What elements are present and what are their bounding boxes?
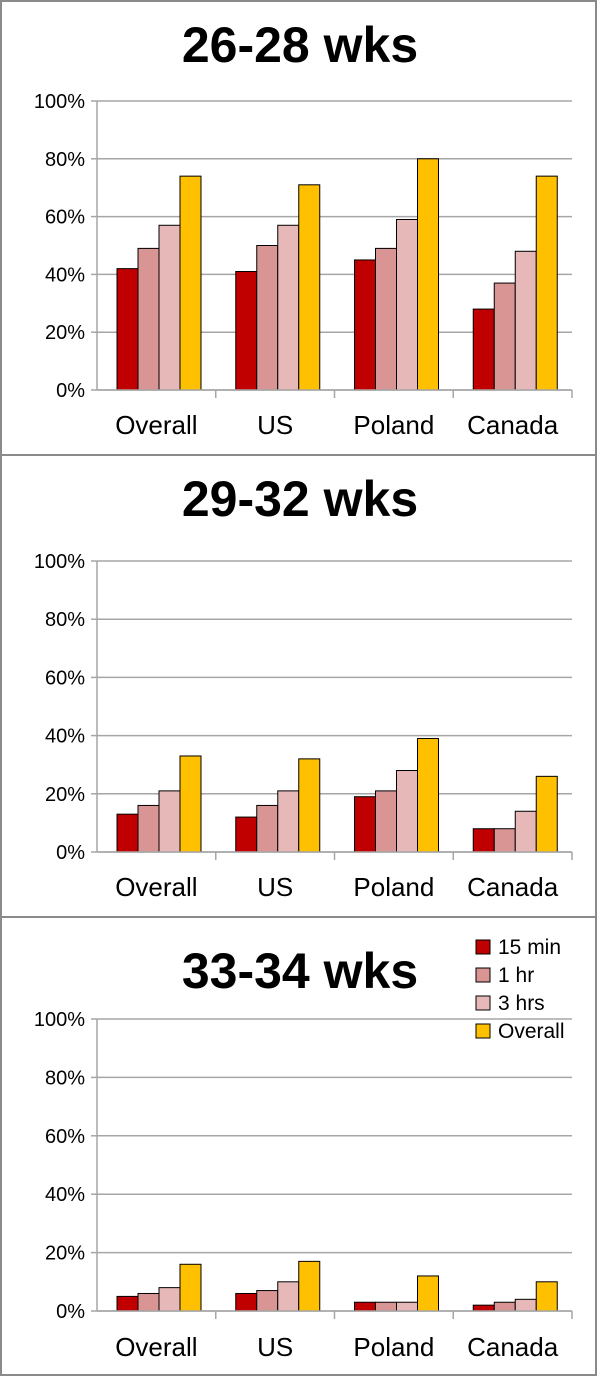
bar-26-28-wks-us-15-min bbox=[235, 271, 258, 391]
y-tick-label: 60% bbox=[45, 207, 85, 229]
bar-29-32-wks-overall-15-min bbox=[116, 813, 139, 853]
bar-29-32-wks-us-15-min bbox=[235, 816, 258, 853]
chart-panel-29-32-wks: 29-32 wks 0% 20% 40% 60% 80% 100% Overall US Pola… bbox=[0, 454, 597, 918]
y-tick-label: 20% bbox=[45, 322, 85, 344]
bar-33-34-wks-us-overall bbox=[298, 1260, 321, 1312]
bar-26-28-wks-us-overall bbox=[298, 184, 321, 391]
bar-26-28-wks-poland-3-hrs bbox=[396, 218, 418, 391]
y-tick-label: 100% bbox=[34, 91, 85, 113]
bar-33-34-wks-overall-1-hr bbox=[137, 1292, 160, 1312]
y-tick-label: 100% bbox=[34, 551, 85, 573]
bar-33-34-wks-overall-15-min bbox=[116, 1295, 139, 1312]
legend-label: Overall bbox=[498, 1020, 565, 1043]
bar-29-32-wks-overall-overall bbox=[179, 755, 202, 853]
x-category-label: Canada bbox=[467, 410, 559, 440]
chart-panel-26-28-wks: 26-28 wks 0% 20% 40% 60% 80% 100% Overall US Pola… bbox=[0, 0, 597, 456]
legend-swatch bbox=[475, 939, 491, 955]
bar-26-28-wks-poland-overall bbox=[417, 158, 439, 391]
chart-title: 33-34 wks bbox=[182, 943, 418, 999]
y-tick-label: 80% bbox=[45, 1067, 85, 1089]
bar-26-28-wks-canada-3-hrs bbox=[514, 250, 537, 391]
bar-33-34-wks-us-15-min bbox=[235, 1292, 258, 1312]
x-category-label: US bbox=[257, 410, 293, 440]
bar-26-28-wks-canada-15-min bbox=[472, 308, 495, 391]
x-category-label: Poland bbox=[353, 872, 434, 902]
bar-26-28-wks-overall-1-hr bbox=[137, 247, 160, 391]
y-tick-label: 40% bbox=[45, 726, 85, 748]
bar-29-32-wks-poland-1-hr bbox=[375, 790, 397, 853]
bar-chart-26-28-wks: 26-28 wks 0% 20% 40% 60% 80% 100% Overall US Pola… bbox=[34, 17, 573, 440]
chart-title: 26-28 wks bbox=[182, 17, 418, 73]
bar-33-34-wks-canada-15-min bbox=[472, 1304, 495, 1312]
legend-label: 1 hr bbox=[498, 964, 534, 987]
bar-chart-29-32-wks: 29-32 wks 0% 20% 40% 60% 80% 100% Overall US Pola… bbox=[34, 471, 573, 902]
bar-33-34-wks-overall-3-hrs bbox=[158, 1287, 181, 1312]
bar-33-34-wks-canada-1-hr bbox=[493, 1301, 516, 1312]
bar-33-34-wks-us-1-hr bbox=[256, 1290, 279, 1312]
y-tick-label: 0% bbox=[56, 842, 85, 864]
legend-swatch bbox=[475, 1023, 491, 1039]
y-tick-label: 60% bbox=[45, 1126, 85, 1148]
bar-33-34-wks-poland-overall bbox=[417, 1275, 439, 1312]
bar-26-28-wks-overall-15-min bbox=[116, 268, 139, 391]
bar-29-32-wks-us-3-hrs bbox=[277, 790, 300, 853]
bar-chart-33-34-wks: 33-34 wks 0% 20% 40% 60% 80% 100% Overall US Pola… bbox=[34, 936, 573, 1362]
y-tick-label: 20% bbox=[45, 784, 85, 806]
y-tick-label: 100% bbox=[34, 1009, 85, 1031]
bar-29-32-wks-canada-3-hrs bbox=[514, 810, 537, 853]
bar-29-32-wks-canada-15-min bbox=[472, 828, 495, 853]
bar-33-34-wks-us-3-hrs bbox=[277, 1281, 300, 1312]
legend-swatch bbox=[475, 967, 491, 983]
bar-33-34-wks-poland-1-hr bbox=[375, 1301, 397, 1312]
y-tick-label: 40% bbox=[45, 264, 85, 286]
legend-swatch bbox=[475, 995, 491, 1011]
x-category-label: Poland bbox=[353, 410, 434, 440]
bar-29-32-wks-poland-3-hrs bbox=[396, 770, 418, 853]
y-tick-label: 60% bbox=[45, 667, 85, 689]
chart-title: 29-32 wks bbox=[182, 471, 418, 527]
y-tick-label: 80% bbox=[45, 149, 85, 171]
bar-26-28-wks-us-1-hr bbox=[256, 245, 279, 391]
x-category-label: US bbox=[257, 1332, 293, 1362]
legend-label: 15 min bbox=[498, 936, 561, 959]
bar-26-28-wks-canada-overall bbox=[535, 175, 558, 391]
y-tick-label: 0% bbox=[56, 380, 85, 402]
y-tick-label: 20% bbox=[45, 1243, 85, 1265]
legend-label: 3 hrs bbox=[498, 992, 545, 1015]
x-category-label: Poland bbox=[353, 1332, 434, 1362]
bar-29-32-wks-overall-3-hrs bbox=[158, 790, 181, 853]
chart-panel-33-34-wks: 33-34 wks 0% 20% 40% 60% 80% 100% Overall US Pola… bbox=[0, 916, 597, 1376]
y-tick-label: 0% bbox=[56, 1301, 85, 1323]
bar-33-34-wks-canada-3-hrs bbox=[514, 1298, 537, 1312]
bar-33-34-wks-poland-15-min bbox=[354, 1301, 376, 1312]
bar-33-34-wks-canada-overall bbox=[535, 1281, 558, 1312]
bar-26-28-wks-overall-overall bbox=[179, 175, 202, 391]
x-category-label: Canada bbox=[467, 1332, 559, 1362]
y-tick-label: 80% bbox=[45, 609, 85, 631]
bar-33-34-wks-overall-overall bbox=[179, 1263, 202, 1312]
bar-26-28-wks-us-3-hrs bbox=[277, 224, 300, 391]
bar-29-32-wks-us-overall bbox=[298, 758, 321, 853]
x-category-label: Overall bbox=[115, 872, 197, 902]
x-category-label: Overall bbox=[115, 1332, 197, 1362]
x-category-label: Canada bbox=[467, 872, 559, 902]
x-category-label: Overall bbox=[115, 410, 197, 440]
bar-26-28-wks-canada-1-hr bbox=[493, 282, 516, 391]
bar-26-28-wks-overall-3-hrs bbox=[158, 224, 181, 391]
bar-29-32-wks-us-1-hr bbox=[256, 804, 279, 853]
bar-33-34-wks-poland-3-hrs bbox=[396, 1301, 418, 1312]
x-category-label: US bbox=[257, 872, 293, 902]
bar-26-28-wks-poland-15-min bbox=[354, 259, 376, 391]
y-tick-label: 40% bbox=[45, 1184, 85, 1206]
bar-29-32-wks-canada-1-hr bbox=[493, 828, 516, 853]
bar-29-32-wks-overall-1-hr bbox=[137, 804, 160, 853]
bar-26-28-wks-poland-1-hr bbox=[375, 247, 397, 391]
bar-29-32-wks-canada-overall bbox=[535, 775, 558, 853]
bar-29-32-wks-poland-overall bbox=[417, 738, 439, 853]
legend: 15 min 1 hr 3 hrs Overall bbox=[475, 936, 565, 1043]
bar-29-32-wks-poland-15-min bbox=[354, 796, 376, 853]
